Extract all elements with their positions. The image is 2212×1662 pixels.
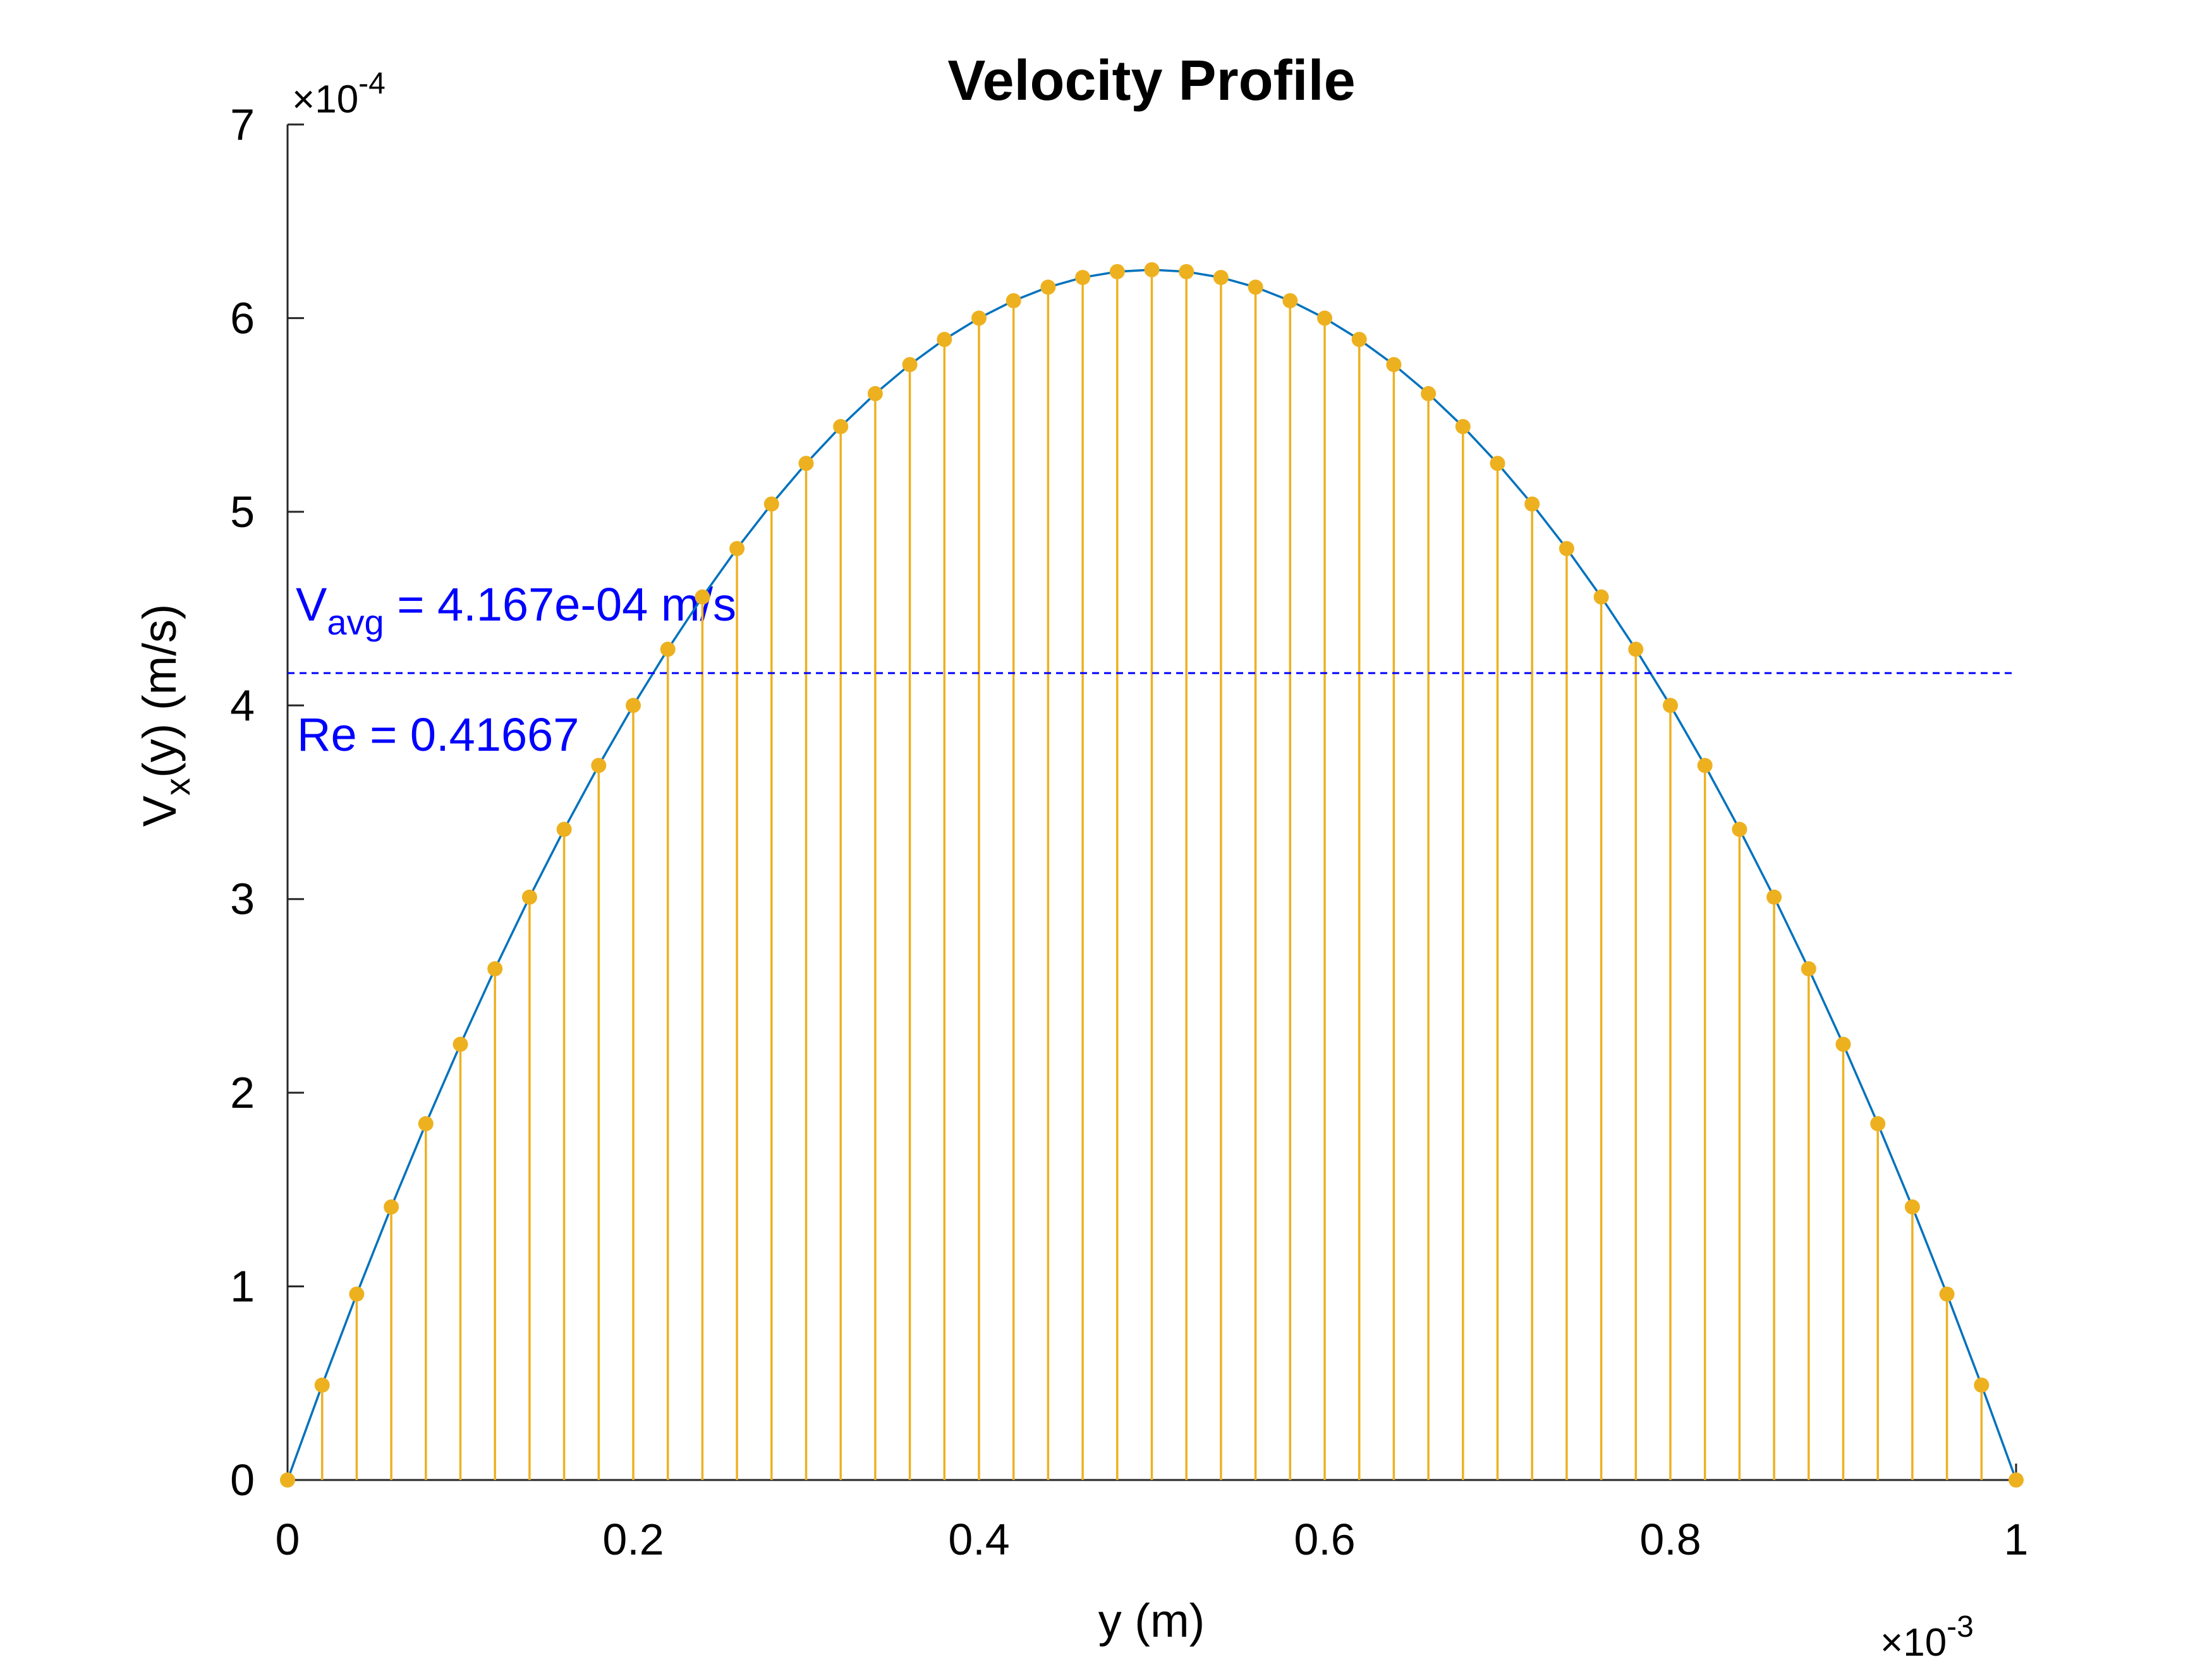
y-tick-label: 3: [230, 875, 255, 924]
stem-marker: [1040, 279, 1056, 295]
x-multiplier-exponent: -3: [1947, 1610, 1974, 1644]
y-label-rest: (y) (m/s): [133, 604, 186, 778]
stem-marker: [314, 1377, 330, 1393]
stem-marker: [1109, 264, 1125, 279]
x-multiplier-base: ×10: [1880, 1621, 1947, 1659]
stem-marker: [937, 332, 952, 348]
y-tick-label: 0: [230, 1455, 255, 1505]
stem-marker: [1593, 589, 1609, 605]
stem-marker: [798, 456, 814, 471]
stem-marker: [349, 1286, 365, 1302]
y-tick-label: 4: [230, 681, 255, 730]
stem-marker: [1248, 279, 1263, 295]
stem-marker: [626, 698, 641, 713]
x-tick-label: 1: [2004, 1515, 2029, 1564]
stem-marker: [660, 641, 676, 657]
stem-marker: [1386, 356, 1402, 372]
stem-marker: [1801, 961, 1816, 977]
reynolds-annotation: Re = 0.41667: [297, 708, 579, 761]
plot-area: 0 1 2 3 4 5 6 7 0 0.2 0.4 0.6 0.8 1: [230, 100, 2028, 1564]
y-tick-label: 7: [230, 100, 255, 149]
stem-marker: [1663, 698, 1678, 713]
stem-marker: [1455, 419, 1471, 435]
vavg-base: V: [296, 578, 327, 631]
stem-marker: [1006, 293, 1021, 308]
stem-marker: [1628, 641, 1644, 657]
x-tick-label: 0.6: [1294, 1515, 1355, 1564]
stem-marker: [556, 822, 572, 837]
x-tick-label: 0.8: [1639, 1515, 1701, 1564]
stem-marker: [1351, 332, 1367, 348]
stem-marker: [280, 1472, 295, 1488]
stem-marker: [1213, 270, 1229, 286]
vavg-annotation: Vavg = 4.167e-04 m/s: [296, 578, 736, 642]
vavg-subscript: avg: [327, 602, 384, 642]
stem-marker: [591, 758, 607, 773]
stem-marker: [1766, 889, 1782, 905]
stem-marker: [1075, 270, 1091, 286]
stem-marker: [695, 589, 710, 605]
stem-marker: [867, 385, 883, 401]
stem-marker: [1524, 496, 1540, 512]
stem-marker: [384, 1199, 399, 1215]
stem-marker: [1835, 1036, 1851, 1052]
stem-marker: [1904, 1199, 1920, 1215]
y-axis-multiplier: ×10-4: [292, 67, 386, 121]
stem-marker: [1870, 1116, 1886, 1132]
y-label-base: V: [133, 795, 186, 827]
stem-marker: [763, 496, 779, 512]
stem-marker: [1144, 262, 1160, 277]
stem-marker: [1974, 1377, 1990, 1393]
y-tick-label: 1: [230, 1262, 255, 1311]
y-axis-label: Vx(y) (m/s): [133, 604, 197, 827]
y-multiplier-exponent: -4: [358, 67, 386, 100]
stem-marker: [971, 310, 987, 326]
x-tick-label: 0.4: [948, 1515, 1009, 1564]
stem-marker: [1317, 310, 1332, 326]
stem-marker: [2008, 1472, 2024, 1488]
stem-marker: [1490, 456, 1505, 471]
y-tick-label: 2: [230, 1068, 255, 1117]
x-axis-label: y (m): [1098, 1594, 1205, 1647]
x-tick-label: 0.2: [602, 1515, 664, 1564]
x-tick-label: 0: [276, 1515, 300, 1564]
stem-marker: [1697, 758, 1713, 773]
stem-marker: [521, 889, 537, 905]
stem-marker: [1939, 1286, 1955, 1302]
stem-marker: [418, 1116, 434, 1132]
stem-marker: [1732, 822, 1747, 837]
x-axis-multiplier: ×10-3: [1880, 1610, 1974, 1659]
chart-title: Velocity Profile: [947, 49, 1355, 112]
y-multiplier-base: ×10: [292, 78, 358, 121]
vavg-rest: = 4.167e-04 m/s: [384, 578, 736, 631]
stem-marker: [902, 356, 918, 372]
stem-marker: [833, 419, 849, 435]
y-label-subscript: x: [157, 778, 197, 796]
y-tick-label: 5: [230, 487, 255, 537]
stem-marker: [1421, 385, 1437, 401]
stem-marker: [1559, 541, 1574, 557]
stem-marker: [1282, 293, 1298, 308]
stem-marker: [487, 961, 503, 977]
y-tick-label: 6: [230, 293, 255, 343]
stem-marker: [453, 1036, 468, 1052]
stem-marker: [729, 541, 745, 557]
stem-marker: [1179, 264, 1194, 279]
